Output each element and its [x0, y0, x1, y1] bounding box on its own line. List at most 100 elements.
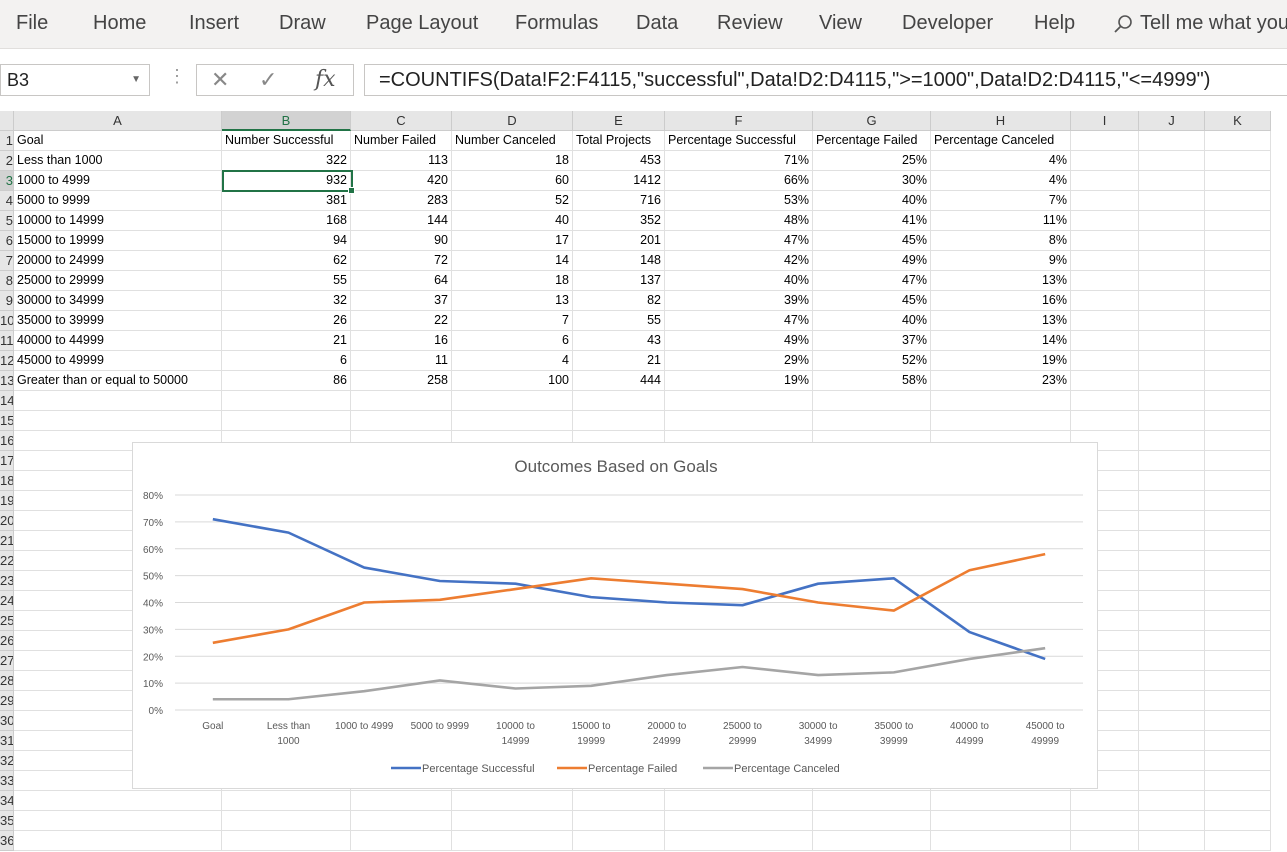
table-cell[interactable]	[1139, 471, 1205, 491]
table-cell[interactable]	[1205, 171, 1271, 191]
row-header-4[interactable]: 4	[0, 191, 14, 211]
row-header-5[interactable]: 5	[0, 211, 14, 231]
row-header-3[interactable]: 3	[0, 171, 14, 191]
table-cell[interactable]	[1205, 271, 1271, 291]
table-cell[interactable]	[14, 791, 222, 811]
table-cell[interactable]: 30000 to 34999	[14, 291, 222, 311]
row-header-34[interactable]: 34	[0, 791, 14, 811]
table-cell[interactable]	[1139, 191, 1205, 211]
tab-data[interactable]: Data	[636, 12, 679, 34]
table-cell[interactable]	[452, 391, 573, 411]
table-cell[interactable]	[222, 791, 351, 811]
table-cell[interactable]: 11%	[931, 211, 1071, 231]
table-cell[interactable]	[452, 411, 573, 431]
table-cell[interactable]	[1139, 751, 1205, 771]
table-cell[interactable]	[1071, 591, 1139, 611]
table-cell[interactable]	[1139, 151, 1205, 171]
table-cell[interactable]: 41%	[813, 211, 931, 231]
header-cell[interactable]: Percentage Canceled	[931, 131, 1071, 151]
table-cell[interactable]: 40000 to 44999	[14, 331, 222, 351]
table-cell[interactable]	[222, 411, 351, 431]
row-header-27[interactable]: 27	[0, 651, 14, 671]
table-cell[interactable]: 47%	[665, 311, 813, 331]
header-cell[interactable]: Percentage Successful	[665, 131, 813, 151]
table-cell[interactable]	[1071, 751, 1139, 771]
table-cell[interactable]: 11	[351, 351, 452, 371]
table-cell[interactable]	[1205, 791, 1271, 811]
row-header-20[interactable]: 20	[0, 511, 14, 531]
table-cell[interactable]	[931, 811, 1071, 831]
row-header-16[interactable]: 16	[0, 431, 14, 451]
table-cell[interactable]: 43	[573, 331, 665, 351]
table-cell[interactable]	[1071, 651, 1139, 671]
table-cell[interactable]: 444	[573, 371, 665, 391]
table-cell[interactable]	[1071, 711, 1139, 731]
table-cell[interactable]	[813, 811, 931, 831]
table-cell[interactable]	[1071, 791, 1139, 811]
table-cell[interactable]	[931, 831, 1071, 851]
row-header-35[interactable]: 35	[0, 811, 14, 831]
table-cell[interactable]	[1139, 771, 1205, 791]
row-header-11[interactable]: 11	[0, 331, 14, 351]
table-cell[interactable]	[1071, 671, 1139, 691]
table-cell[interactable]: 60	[452, 171, 573, 191]
table-cell[interactable]	[573, 391, 665, 411]
table-cell[interactable]	[1205, 571, 1271, 591]
table-cell[interactable]: 144	[351, 211, 452, 231]
tab-developer[interactable]: Developer	[902, 12, 994, 34]
table-cell[interactable]: 90	[351, 231, 452, 251]
tab-review[interactable]: Review	[717, 12, 783, 34]
table-cell[interactable]: 42%	[665, 251, 813, 271]
table-cell[interactable]	[1071, 411, 1139, 431]
table-cell[interactable]: 14	[452, 251, 573, 271]
table-cell[interactable]	[1205, 311, 1271, 331]
table-cell[interactable]: 453	[573, 151, 665, 171]
table-cell[interactable]	[1139, 251, 1205, 271]
table-cell[interactable]: 16	[351, 331, 452, 351]
table-cell[interactable]	[1139, 131, 1205, 151]
table-cell[interactable]	[1139, 171, 1205, 191]
table-cell[interactable]: 30%	[813, 171, 931, 191]
table-cell[interactable]: 19%	[931, 351, 1071, 371]
table-cell[interactable]	[665, 811, 813, 831]
table-cell[interactable]	[222, 831, 351, 851]
table-cell[interactable]	[1139, 631, 1205, 651]
table-cell[interactable]: 35000 to 39999	[14, 311, 222, 331]
table-cell[interactable]	[1071, 151, 1139, 171]
table-cell[interactable]	[1139, 231, 1205, 251]
table-cell[interactable]: 7%	[931, 191, 1071, 211]
table-cell[interactable]: 7	[452, 311, 573, 331]
table-cell[interactable]	[1071, 731, 1139, 751]
table-cell[interactable]	[1139, 391, 1205, 411]
table-cell[interactable]	[1071, 371, 1139, 391]
row-header-19[interactable]: 19	[0, 491, 14, 511]
row-header-14[interactable]: 14	[0, 391, 14, 411]
table-cell[interactable]	[1205, 651, 1271, 671]
table-cell[interactable]	[14, 411, 222, 431]
column-header-h[interactable]: H	[931, 111, 1071, 131]
table-cell[interactable]	[351, 791, 452, 811]
table-cell[interactable]	[573, 811, 665, 831]
table-cell[interactable]: 48%	[665, 211, 813, 231]
table-cell[interactable]	[1139, 531, 1205, 551]
table-cell[interactable]	[1139, 211, 1205, 231]
table-cell[interactable]	[1139, 451, 1205, 471]
table-cell[interactable]	[1139, 611, 1205, 631]
table-cell[interactable]	[1071, 331, 1139, 351]
table-cell[interactable]: 47%	[813, 271, 931, 291]
table-cell[interactable]	[1139, 571, 1205, 591]
table-cell[interactable]	[1205, 471, 1271, 491]
table-cell[interactable]	[931, 411, 1071, 431]
table-cell[interactable]	[1071, 631, 1139, 651]
chevron-down-icon[interactable]: ▼	[131, 74, 141, 85]
table-cell[interactable]	[1071, 831, 1139, 851]
row-header-10[interactable]: 10	[0, 311, 14, 331]
table-cell[interactable]: 19%	[665, 371, 813, 391]
formula-input[interactable]: =COUNTIFS(Data!F2:F4115,"successful",Dat…	[364, 64, 1287, 96]
table-cell[interactable]	[452, 791, 573, 811]
table-cell[interactable]	[1205, 251, 1271, 271]
table-cell[interactable]: 62	[222, 251, 351, 271]
table-cell[interactable]: 72	[351, 251, 452, 271]
table-cell[interactable]	[1139, 591, 1205, 611]
table-cell[interactable]: 21	[222, 331, 351, 351]
